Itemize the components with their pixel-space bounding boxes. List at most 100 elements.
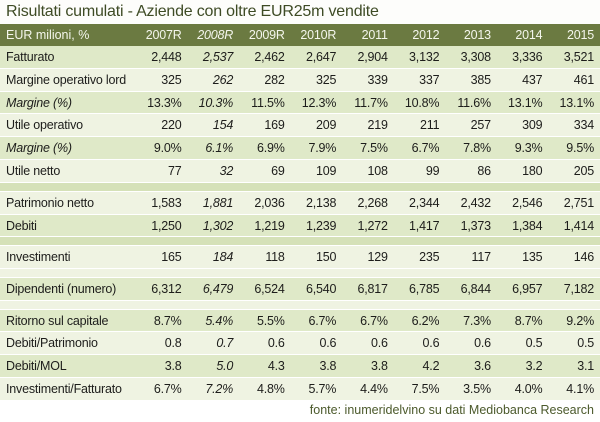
cell-value: 2,036: [254, 195, 285, 210]
cell-value: 32: [219, 164, 234, 179]
cell-value: 0.8: [164, 336, 182, 351]
row-label: Margine (%): [6, 141, 72, 156]
cell-value: 13.3%: [147, 95, 182, 110]
cell-value: 2,432: [460, 195, 491, 210]
row-label: Utile netto: [6, 164, 61, 179]
cell-value: 108: [367, 164, 388, 179]
cell-value: 154: [212, 118, 234, 133]
cell-value: 11.6%: [457, 95, 491, 110]
table-header-row: EUR milioni, % 2007R 2008R 2009R 2010R 2011 2…: [0, 24, 600, 46]
cell-value: 6.2%: [411, 313, 440, 328]
cell-value: 1,583: [151, 195, 182, 210]
cell-value: 325: [161, 72, 182, 87]
cell-value: 6,479: [202, 281, 234, 296]
cell-value: 385: [470, 72, 491, 87]
cell-value: 3.6: [474, 359, 491, 374]
table-row: Ritorno sul capitale 8.7% 5.4% 5.5% 6.7% 6.7%…: [0, 309, 600, 333]
cell-value: 0.6: [319, 336, 337, 351]
cell-value: 7.2%: [205, 381, 234, 396]
table-row: Utile netto 77 32 69 109 108 99 86 180 205: [0, 160, 600, 183]
cell-value: 6,785: [409, 281, 440, 296]
header-cell-year: 2014: [515, 28, 543, 42]
cell-value: 180: [522, 164, 543, 179]
cell-value: 6,540: [305, 281, 337, 296]
cell-value: 309: [522, 118, 543, 133]
spacer-row: [0, 269, 600, 278]
cell-value: 6,312: [151, 281, 182, 296]
cell-value: 5.7%: [308, 381, 337, 396]
cell-value: 334: [573, 118, 594, 133]
cell-value: 7,182: [563, 281, 594, 296]
cell-value: 10.3%: [198, 95, 234, 110]
cell-value: 1,219: [254, 218, 285, 233]
cell-value: 2,647: [305, 49, 337, 64]
cell-value: 9.5%: [566, 141, 594, 156]
cell-value: 3,521: [563, 49, 594, 64]
cell-value: 235: [419, 250, 440, 265]
table-row: Patrimonio netto 1,583 1,881 2,036 2,138 2,26…: [0, 191, 600, 215]
cell-value: 0.5: [577, 336, 594, 351]
table-row: Fatturato 2,448 2,537 2,462 2,647 2,904 3,132 3…: [0, 46, 600, 69]
cell-value: 1,881: [202, 195, 234, 210]
cell-value: 77: [168, 164, 182, 179]
cell-value: 7.8%: [463, 141, 491, 156]
cell-value: 2,448: [151, 49, 182, 64]
table-row: Margine (%) 9.0% 6.1% 6.9% 7.9% 7.5% 6.7% 7.8% 9…: [0, 137, 600, 161]
table-row: Debiti 1,250 1,302 1,219 1,239 1,272 1,417 1,37…: [0, 214, 600, 238]
header-cell-year: 2007R: [145, 28, 182, 42]
table-row: Investimenti 165 184 118 150 129 235 117 135 146: [0, 246, 600, 270]
cell-value: 135: [522, 250, 543, 265]
cell-value: 5.0: [216, 359, 234, 374]
cell-value: 2,537: [202, 49, 234, 64]
cell-value: 4.3: [267, 359, 285, 374]
table-row: Utile operativo 220 154 169 209 219 211 257 309 3…: [0, 114, 600, 138]
cell-value: 0.6: [474, 336, 491, 351]
cell-value: 2,462: [254, 49, 285, 64]
cell-value: 0.6: [267, 336, 285, 351]
cell-value: 7.3%: [463, 313, 491, 328]
cell-value: 1,250: [151, 218, 182, 233]
cell-value: 6,957: [512, 281, 543, 296]
cell-value: 2,268: [357, 195, 388, 210]
table-row: Dipendenti (numero) 6,312 6,479 6,524 6,540 6…: [0, 277, 600, 301]
cell-value: 0.6: [422, 336, 440, 351]
cell-value: 6.1%: [205, 141, 234, 156]
row-label: Margine operativo lord: [6, 72, 126, 87]
cell-value: 209: [315, 118, 337, 133]
header-cell-year: 2008R: [197, 28, 234, 42]
cell-value: 9.0%: [153, 141, 182, 156]
row-label: Utile operativo: [6, 118, 83, 133]
cell-value: 7.5%: [360, 141, 388, 156]
header-cell-metric: EUR milioni, %: [6, 28, 90, 42]
cell-value: 339: [367, 72, 388, 87]
cell-value: 8.7%: [153, 313, 182, 328]
cell-value: 4.0%: [514, 381, 543, 396]
cell-value: 3.8: [370, 359, 388, 374]
cell-value: 3.2: [525, 359, 543, 374]
row-label: Patrimonio netto: [6, 195, 94, 210]
row-label: Dipendenti (numero): [6, 281, 117, 296]
cell-value: 262: [212, 72, 234, 87]
cell-value: 3.1: [577, 359, 594, 374]
row-label: Margine (%): [6, 95, 72, 110]
cell-value: 0.7: [216, 336, 234, 351]
spacer-row: [0, 237, 600, 247]
footer-source: fonte: inumeridelvino su dati Mediobanca…: [0, 401, 600, 422]
cell-value: 337: [419, 72, 440, 87]
header-cell-year: 2012: [412, 28, 440, 42]
cell-value: 6.7%: [411, 141, 440, 156]
cell-value: 4.2: [422, 359, 440, 374]
cell-value: 6.9%: [256, 141, 285, 156]
cell-value: 4.4%: [360, 381, 388, 396]
table-body: Fatturato 2,448 2,537 2,462 2,647 2,904 3,132 3…: [0, 46, 600, 401]
cell-value: 99: [425, 164, 440, 179]
cell-value: 8.7%: [514, 313, 543, 328]
cell-value: 5.5%: [256, 313, 285, 328]
cell-value: 219: [367, 118, 388, 133]
table-row: Margine operativo lord 325 262 282 325 339 337…: [0, 68, 600, 92]
cell-value: 5.4%: [205, 313, 234, 328]
row-label: Debiti/Patrimonio: [6, 336, 98, 351]
cell-value: 9.3%: [514, 141, 543, 156]
table-row: Investimenti/Fatturato 6.7% 7.2% 4.8% 5.7% 4.…: [0, 378, 600, 401]
header-cell-year: 2013: [463, 28, 491, 42]
